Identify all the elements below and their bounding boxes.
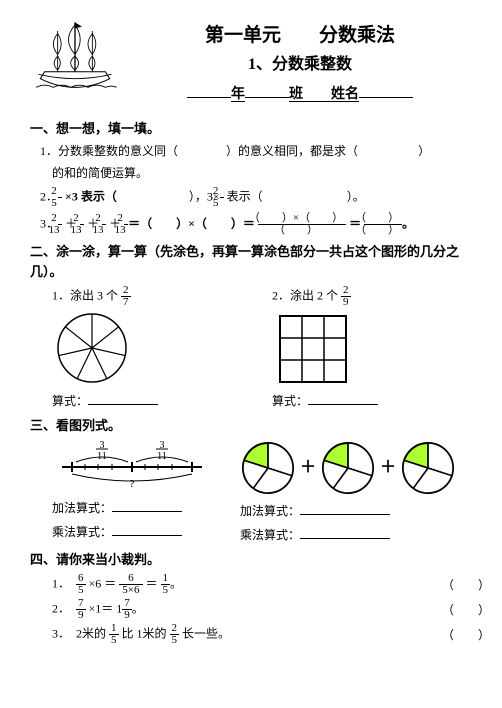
s4-q3: 3． 2米的 15 比 1米的 25 长一些。 （ ） [30, 623, 472, 646]
pie-3 [400, 440, 456, 496]
s1-q1-line2: 的和的简便运算。 [30, 164, 472, 182]
topic-title: 1、分数乘整数 [128, 53, 472, 77]
plus-sign: ＋ [380, 456, 396, 480]
class-blank[interactable] [245, 81, 289, 98]
s3-right: ＋ ＋ 加法算式： 乘法算式： [240, 440, 456, 544]
s3-left-mul[interactable] [112, 523, 182, 536]
pie-row: ＋ ＋ [240, 440, 456, 496]
s3-left-add[interactable] [112, 499, 182, 512]
grade-blank[interactable] [187, 81, 231, 98]
s3-right-add[interactable] [300, 502, 390, 515]
unit-title: 第一单元 分数乘法 [128, 22, 472, 51]
section-4-heading: 四、请你来当小裁判。 [30, 550, 472, 570]
section-3-heading: 三、看图列式。 [30, 416, 472, 436]
s4-q1-answer[interactable]: （ ） [442, 576, 472, 594]
section-2-heading: 二、涂一涂，算一算（先涂色，再算一算涂色部分一共占这个图形的几分之几）。 [30, 242, 472, 281]
pie-2 [320, 440, 376, 496]
s1-q3: 3．213 ＋ 213 ＋ 213 ＋ 213＝（ ）×（ ）＝ （ ）×（ ）… [30, 213, 472, 236]
s4-q3-answer[interactable]: （ ） [442, 626, 472, 644]
circle-7-slices [52, 308, 132, 388]
s3-left: 3 11 3 11 ? 加法算式： 乘法算式： [52, 440, 222, 542]
id-line: 年班 姓名 [128, 81, 472, 105]
grid-3x3 [272, 308, 352, 388]
name-blank[interactable] [359, 81, 413, 98]
s2-q1-answer[interactable] [88, 392, 158, 405]
s1-q1: 1．分数乘整数的意义同（ ）的意义相同，都是求（ ） [30, 142, 472, 160]
s2-q2: 2．涂出 2 个 29 算式： [272, 285, 452, 410]
s2-q1: 1．涂出 3 个 27 算式： [52, 285, 232, 410]
section-1-heading: 一、想一想，填一填。 [30, 119, 472, 139]
plus-sign: ＋ [300, 456, 316, 480]
s4-q2: 2． 79 ×1＝ 179。 （ ） [30, 598, 472, 621]
number-line-icon: 3 11 3 11 ? [52, 440, 212, 488]
s4-q1: 1． 65 ×6 ＝ 65×6 ＝ 15。 （ ） [30, 573, 472, 596]
ship-icon [30, 18, 120, 96]
s1-q2: 2．25 ×3 表示（ ），3×25 表示（ ）。 [30, 186, 472, 209]
s4-q2-answer[interactable]: （ ） [442, 601, 472, 619]
s3-right-mul[interactable] [300, 526, 390, 539]
pie-1 [240, 440, 296, 496]
svg-text:?: ? [130, 478, 135, 488]
s2-q2-answer[interactable] [308, 392, 378, 405]
